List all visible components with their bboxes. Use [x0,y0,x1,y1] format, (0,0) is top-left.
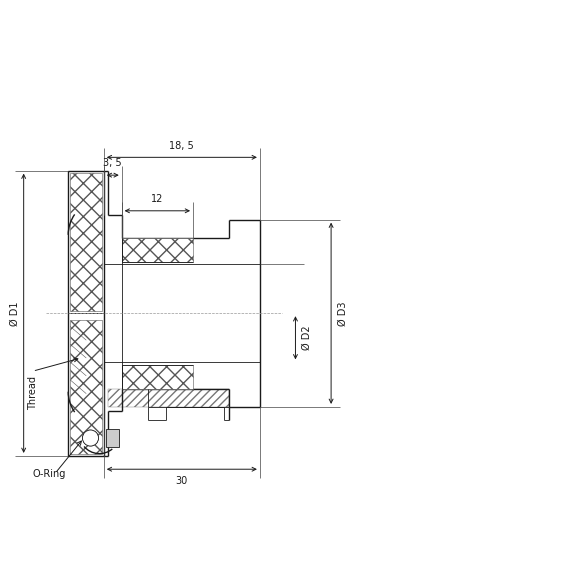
Bar [68,171,104,456]
Text: Thread: Thread [27,375,38,410]
Circle shape [83,430,98,446]
Text: 18, 5: 18, 5 [169,141,194,151]
Bar [70,173,102,311]
Text: Ø D3: Ø D3 [338,301,348,325]
Text: O-Ring: O-Ring [33,469,66,478]
Bar [106,429,119,447]
Bar [70,320,102,453]
Text: 30: 30 [176,476,188,486]
Text: Ø D1: Ø D1 [10,301,20,325]
Text: Ø D2: Ø D2 [302,325,312,350]
Bar [122,364,193,389]
Bar [108,389,229,407]
Text: 12: 12 [151,194,164,204]
Circle shape [83,430,98,446]
Text: 3, 5: 3, 5 [104,158,122,168]
Bar [122,237,193,262]
